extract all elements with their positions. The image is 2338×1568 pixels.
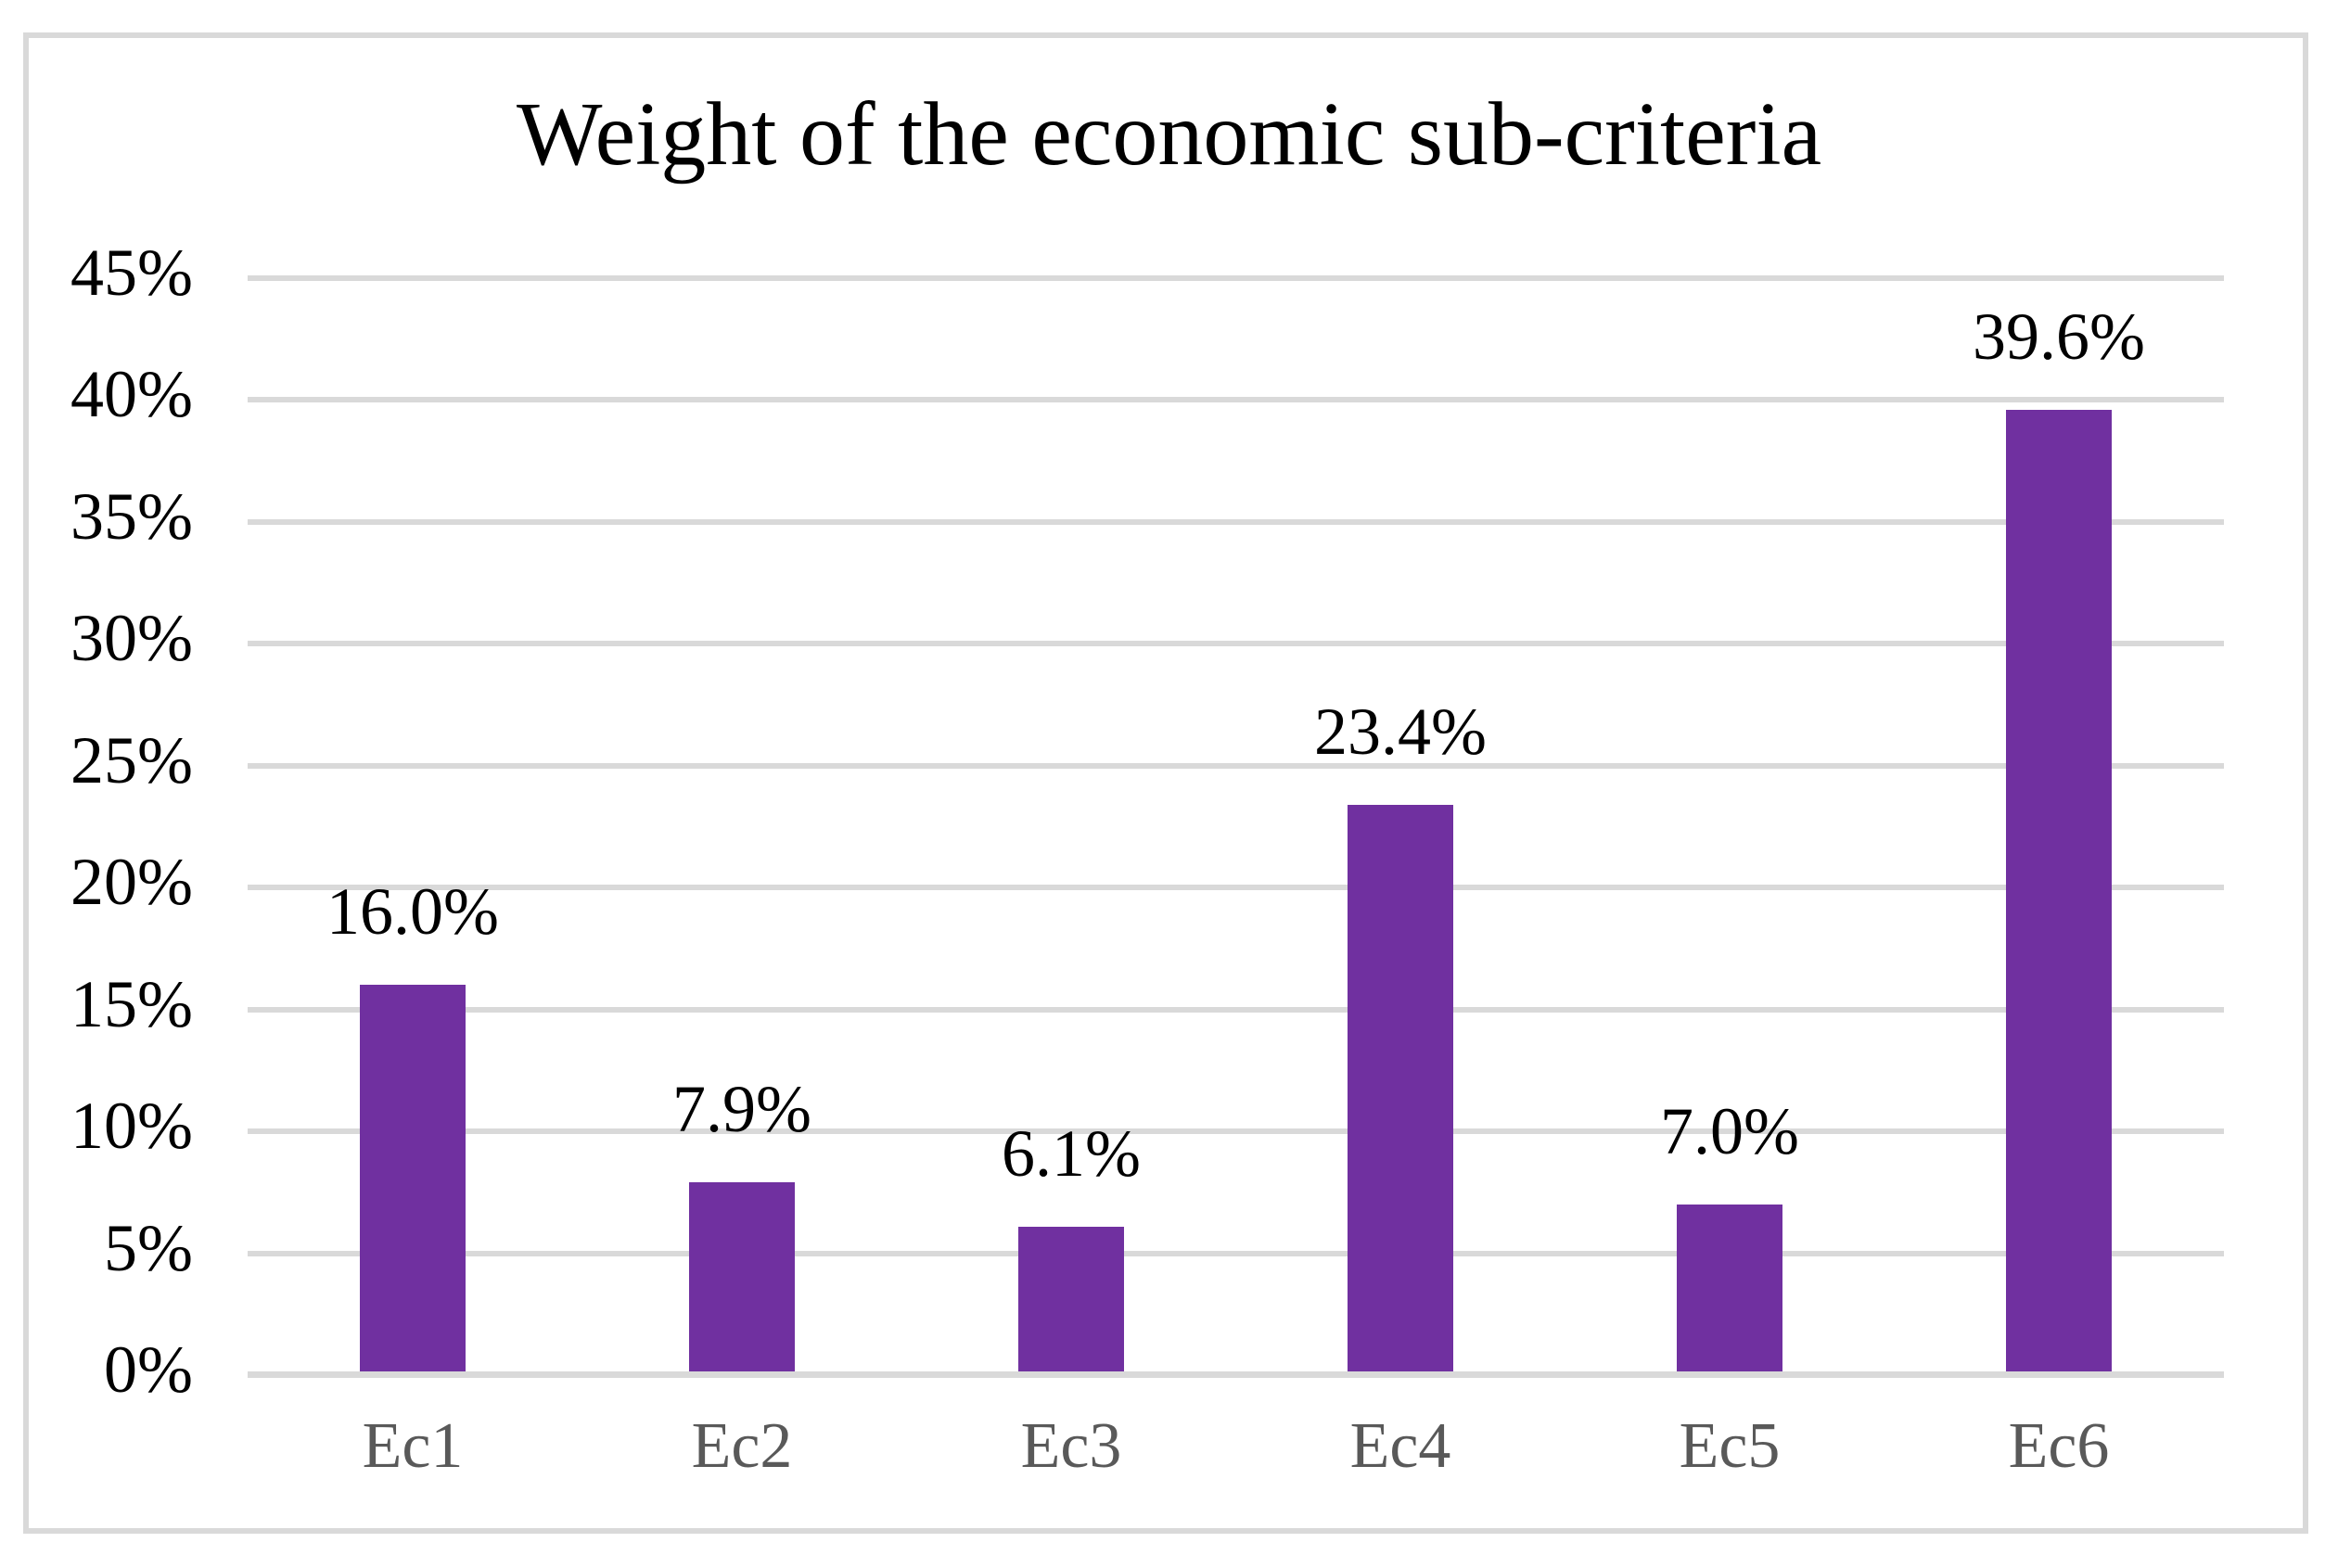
y-axis-tick-label: 25% <box>70 723 193 797</box>
gridline <box>248 763 2224 769</box>
bar-value-label: 23.4% <box>1314 695 1487 769</box>
x-category-label: Ec4 <box>1349 1410 1451 1482</box>
bar-value-label: 7.0% <box>1660 1094 1799 1168</box>
x-category-label: Ec2 <box>691 1410 793 1482</box>
bar-ec2 <box>689 1182 795 1375</box>
x-category-label: Ec3 <box>1020 1410 1122 1482</box>
bar-value-label: 6.1% <box>1002 1116 1141 1191</box>
y-axis-tick-label: 10% <box>70 1089 193 1163</box>
bar-ec1 <box>360 985 466 1375</box>
y-axis-tick-label: 30% <box>70 601 193 675</box>
bar-value-label: 39.6% <box>1973 300 2145 374</box>
gridline <box>248 1007 2224 1013</box>
gridline <box>248 1251 2224 1256</box>
y-axis-tick-label: 40% <box>70 357 193 431</box>
chart-title: Weight of the economic sub-criteria <box>516 84 1822 185</box>
bar-ec3 <box>1018 1227 1124 1375</box>
bar-ec5 <box>1677 1205 1782 1375</box>
y-axis-tick-label: 5% <box>104 1211 193 1285</box>
gridline <box>248 519 2224 525</box>
x-category-label: Ec6 <box>2008 1410 2110 1482</box>
bar-ec4 <box>1348 805 1453 1375</box>
gridline <box>248 1128 2224 1134</box>
y-axis-tick-label: 45% <box>70 236 193 310</box>
y-axis-tick-label: 35% <box>70 479 193 554</box>
y-axis-tick-label: 15% <box>70 967 193 1041</box>
bar-ec6 <box>2006 410 2112 1375</box>
bar-value-label: 16.0% <box>326 874 499 949</box>
x-axis-line <box>248 1371 2224 1378</box>
x-category-label: Ec1 <box>362 1410 464 1482</box>
gridline <box>248 397 2224 402</box>
gridline <box>248 641 2224 646</box>
bar-value-label: 7.9% <box>672 1072 811 1146</box>
y-axis-tick-label: 0% <box>104 1332 193 1407</box>
x-category-label: Ec5 <box>1679 1410 1781 1482</box>
y-axis-tick-label: 20% <box>70 845 193 919</box>
gridline <box>248 275 2224 281</box>
gridline <box>248 885 2224 890</box>
